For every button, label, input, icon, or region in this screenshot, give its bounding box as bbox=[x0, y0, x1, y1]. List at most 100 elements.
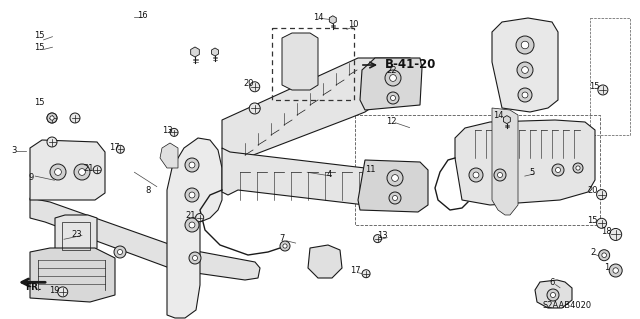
Circle shape bbox=[598, 85, 608, 95]
Text: 22: 22 bbox=[387, 66, 397, 75]
Polygon shape bbox=[30, 140, 105, 200]
Polygon shape bbox=[30, 198, 260, 280]
Polygon shape bbox=[492, 108, 518, 215]
Text: 1: 1 bbox=[604, 263, 609, 272]
Bar bbox=[272, 28, 354, 100]
Text: 21: 21 bbox=[186, 211, 196, 220]
Text: 15: 15 bbox=[35, 98, 45, 107]
Text: 13: 13 bbox=[163, 126, 173, 135]
Circle shape bbox=[518, 88, 532, 102]
Circle shape bbox=[280, 241, 290, 251]
Circle shape bbox=[170, 128, 178, 137]
Polygon shape bbox=[308, 245, 342, 278]
Polygon shape bbox=[455, 120, 595, 205]
Circle shape bbox=[249, 103, 260, 114]
Circle shape bbox=[298, 73, 302, 77]
Circle shape bbox=[610, 228, 621, 241]
Circle shape bbox=[294, 49, 306, 61]
Circle shape bbox=[54, 169, 61, 175]
Circle shape bbox=[602, 253, 607, 257]
Text: 21: 21 bbox=[83, 164, 93, 173]
Circle shape bbox=[392, 196, 397, 201]
Circle shape bbox=[389, 192, 401, 204]
Circle shape bbox=[598, 250, 610, 261]
Text: FR.: FR. bbox=[25, 283, 42, 292]
Circle shape bbox=[613, 268, 618, 273]
Text: 17: 17 bbox=[109, 143, 119, 152]
Circle shape bbox=[547, 289, 559, 301]
Circle shape bbox=[392, 174, 398, 182]
Circle shape bbox=[196, 213, 204, 222]
Circle shape bbox=[79, 169, 85, 175]
Text: 17: 17 bbox=[350, 266, 360, 275]
Circle shape bbox=[250, 82, 260, 92]
Circle shape bbox=[189, 252, 201, 264]
Circle shape bbox=[189, 162, 195, 168]
Circle shape bbox=[385, 70, 401, 86]
Bar bbox=[62, 222, 90, 250]
Circle shape bbox=[185, 188, 199, 202]
Polygon shape bbox=[222, 148, 425, 205]
Polygon shape bbox=[191, 47, 199, 57]
Text: 14: 14 bbox=[314, 13, 324, 22]
Text: 4: 4 bbox=[327, 170, 332, 179]
Text: 23: 23 bbox=[72, 230, 82, 239]
Polygon shape bbox=[504, 115, 510, 124]
Circle shape bbox=[93, 166, 101, 174]
Circle shape bbox=[522, 92, 528, 98]
Circle shape bbox=[114, 246, 126, 258]
Circle shape bbox=[189, 192, 195, 198]
Text: 5: 5 bbox=[530, 168, 535, 177]
Circle shape bbox=[390, 75, 396, 81]
Circle shape bbox=[494, 169, 506, 181]
Circle shape bbox=[283, 244, 287, 248]
Circle shape bbox=[473, 172, 479, 178]
Circle shape bbox=[295, 70, 305, 80]
Polygon shape bbox=[492, 18, 558, 112]
Circle shape bbox=[58, 287, 68, 297]
Text: 2: 2 bbox=[590, 248, 595, 257]
Text: 8: 8 bbox=[146, 186, 151, 195]
Circle shape bbox=[298, 53, 303, 57]
Circle shape bbox=[517, 62, 533, 78]
Circle shape bbox=[469, 168, 483, 182]
Circle shape bbox=[387, 170, 403, 186]
Circle shape bbox=[185, 218, 199, 232]
Text: 3: 3 bbox=[12, 146, 17, 155]
Polygon shape bbox=[30, 248, 115, 302]
Circle shape bbox=[497, 173, 502, 177]
Polygon shape bbox=[330, 16, 336, 24]
Circle shape bbox=[47, 113, 57, 123]
Text: 11: 11 bbox=[365, 165, 375, 174]
Circle shape bbox=[70, 113, 80, 123]
Text: 9: 9 bbox=[28, 173, 33, 182]
Text: 20: 20 bbox=[588, 186, 598, 195]
Polygon shape bbox=[212, 48, 218, 56]
Circle shape bbox=[522, 67, 529, 73]
Polygon shape bbox=[358, 160, 428, 212]
Text: B-41-20: B-41-20 bbox=[385, 58, 436, 71]
Text: 19: 19 bbox=[49, 286, 60, 295]
Text: 7: 7 bbox=[279, 234, 284, 243]
Circle shape bbox=[552, 164, 564, 176]
Polygon shape bbox=[282, 33, 318, 90]
Polygon shape bbox=[535, 280, 572, 308]
Text: 15: 15 bbox=[35, 31, 45, 40]
Circle shape bbox=[47, 137, 57, 147]
Circle shape bbox=[50, 116, 54, 120]
Circle shape bbox=[550, 293, 556, 298]
Text: 13: 13 bbox=[378, 231, 388, 240]
Circle shape bbox=[556, 167, 561, 173]
Polygon shape bbox=[360, 58, 422, 110]
Circle shape bbox=[609, 264, 622, 277]
Circle shape bbox=[596, 218, 607, 228]
Circle shape bbox=[47, 113, 57, 123]
Circle shape bbox=[193, 256, 198, 261]
Circle shape bbox=[50, 164, 66, 180]
Text: 18: 18 bbox=[602, 227, 612, 236]
Text: 15: 15 bbox=[588, 216, 598, 225]
Polygon shape bbox=[167, 138, 222, 318]
Text: 14: 14 bbox=[493, 111, 503, 120]
Circle shape bbox=[74, 164, 90, 180]
Circle shape bbox=[118, 249, 122, 255]
